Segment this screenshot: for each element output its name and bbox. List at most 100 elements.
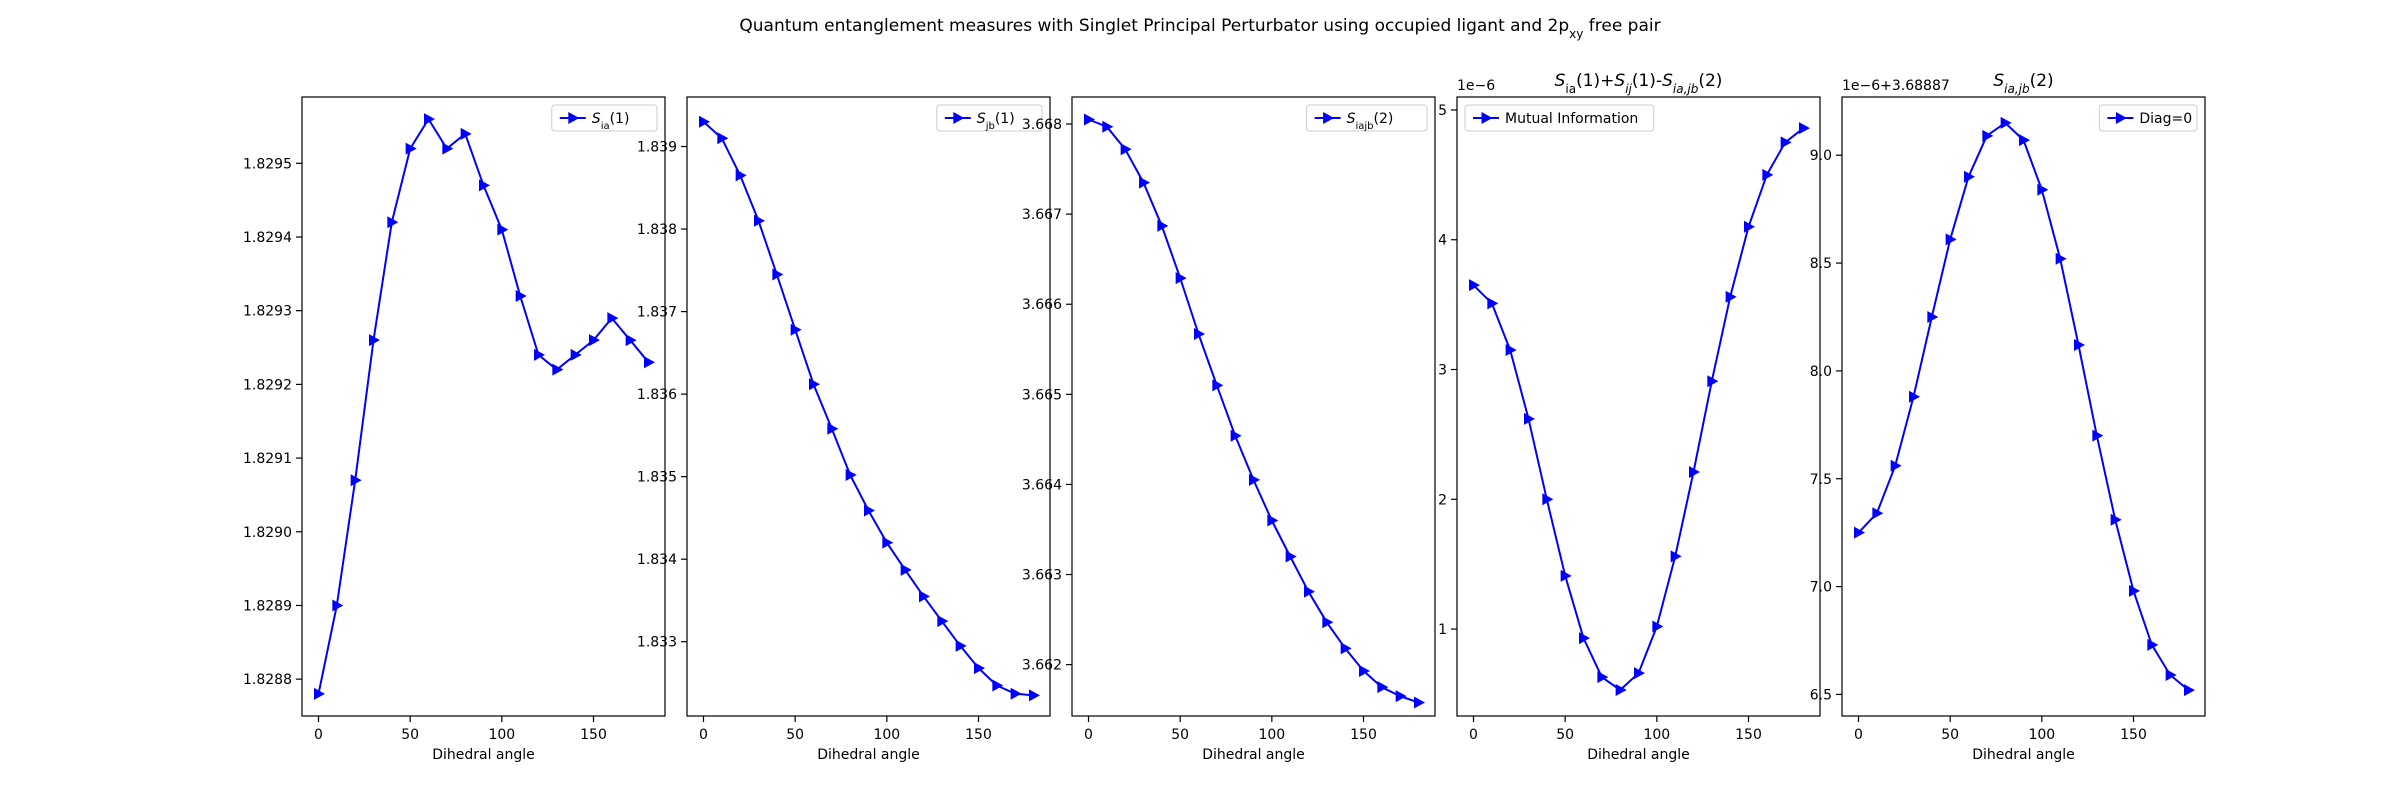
data-point: [552, 363, 564, 376]
data-point: [314, 687, 325, 700]
data-point: [2092, 429, 2104, 442]
subplot-4: 0 50 100 150 1 2 3 4 5 1e−6 Dihedral angle Sia(1)+S…: [1438, 71, 1821, 763]
x-tick-label: 0: [1854, 727, 1863, 743]
legend-marker: [2115, 112, 2127, 124]
data-point: [2110, 513, 2122, 526]
subplot-grid: 0 50 100 1501.82881.82891.82901.82911.82921…: [243, 71, 2206, 763]
data-point: [332, 599, 344, 612]
legend-label: Sia(1): [592, 111, 630, 132]
plot-area-frame: [301, 96, 666, 717]
data-point: [1799, 122, 1810, 135]
subplot-1: 0 50 100 150 1.8288 1.8289 1.8290 1.8291 1.8292 1…: [243, 96, 666, 763]
data-point: [790, 323, 802, 336]
data-point: [1854, 526, 1865, 539]
y-tick-label: 3.666: [1022, 297, 1062, 313]
data-point: [2019, 134, 2030, 147]
plot-area-frame: [1071, 96, 1436, 717]
data-point: [1414, 696, 1425, 709]
data-point: [1634, 667, 1645, 680]
data-point: [1909, 390, 1920, 403]
figure-title: Quantum entanglement measures with Singl…: [739, 16, 1660, 41]
y-tick-label: 3.663: [1022, 568, 1062, 584]
data-point: [1744, 220, 1755, 233]
data-point: [919, 590, 930, 603]
data-point: [1267, 514, 1279, 527]
data-point: [625, 334, 637, 347]
x-axis-label: Dihedral angle: [1972, 747, 2075, 763]
legend: Sjb(1): [936, 104, 1043, 132]
data-point: [1194, 327, 1205, 340]
data-point: [1945, 233, 1957, 246]
legend-marker: [953, 112, 965, 124]
data-point: [497, 223, 509, 236]
y-tick-label: 1.837: [637, 305, 677, 321]
x-tick-label: 50: [401, 727, 419, 743]
x-tick-label: 150: [965, 727, 992, 743]
subplot-2: 0 50 100 150 1.833 1.834 1.835 1.836 1.837 1.838 1…: [637, 96, 1051, 763]
data-point: [1615, 684, 1627, 697]
plot-area-frame: [1841, 96, 2206, 717]
y-tick-label: 3.664: [1022, 477, 1062, 493]
data-point: [827, 422, 839, 435]
y-tick-label: 5: [1438, 103, 1447, 119]
data-point: [1670, 550, 1682, 563]
data-point: [515, 289, 527, 302]
data-point: [405, 142, 417, 155]
subplot-title: Sia(1)+Sij(1)-Sia,jb(2): [1555, 71, 1723, 96]
data-point: [772, 268, 784, 281]
legend-frame: [551, 104, 658, 132]
y-tick-label: 3.668: [1022, 117, 1062, 133]
data-point: [864, 504, 875, 517]
legend-marker: [1481, 112, 1493, 124]
legend: Diag=0: [2098, 104, 2198, 132]
data-point: [534, 348, 545, 361]
x-tick-label: 0: [1469, 727, 1478, 743]
legend-marker: [568, 112, 580, 124]
data-point: [1652, 620, 1664, 633]
data-point: [479, 179, 490, 192]
y-tick-label: 9.0: [1810, 148, 1832, 164]
x-tick-label: 100: [488, 727, 515, 743]
data-point: [2129, 584, 2140, 597]
data-point: [1780, 136, 1792, 149]
x-tick-label: 50: [1556, 727, 1574, 743]
data-point: [937, 615, 949, 628]
data-point: [900, 563, 912, 576]
data-point: [1542, 493, 1554, 506]
y-tick-label: 7.0: [1810, 580, 1832, 596]
data-point: [2147, 638, 2159, 651]
data-point: [442, 142, 454, 155]
x-tick-label: 150: [1350, 727, 1377, 743]
y-tick-label: 1.8292: [243, 377, 292, 393]
y-tick-label: 8.5: [1810, 256, 1832, 272]
legend: Siajb(2): [1306, 104, 1428, 132]
data-point: [644, 356, 655, 369]
x-axis-label: Dihedral angle: [1202, 747, 1305, 763]
data-point: [809, 378, 820, 391]
data-point: [424, 113, 435, 126]
y-tick-label: 1.839: [637, 140, 677, 156]
y-tick-label: 3.662: [1022, 658, 1062, 674]
x-tick-label: 150: [580, 727, 607, 743]
data-point: [1010, 687, 1022, 700]
plot-area-frame: [686, 96, 1051, 717]
data-point: [699, 115, 710, 128]
plot-area-frame: [1456, 96, 1821, 717]
data-point: [1340, 642, 1352, 655]
subplot-title: Sia,jb(2): [1993, 71, 2053, 96]
y-tick-label: 1.8293: [243, 304, 292, 320]
legend: Sia(1): [551, 104, 658, 132]
subplot-3: 0 50 100 150 3.662 3.663 3.664 3.665 3.666 3.667 3…: [1022, 96, 1436, 763]
data-point: [1597, 671, 1609, 684]
x-tick-label: 50: [1941, 727, 1959, 743]
y-tick-label: 1.834: [637, 552, 677, 568]
x-tick-label: 150: [2120, 727, 2147, 743]
y-tick-label: 1.8288: [243, 672, 292, 688]
y-tick-label: 3.665: [1022, 387, 1062, 403]
data-point: [754, 214, 765, 227]
y-tick-label: 1.836: [637, 387, 677, 403]
data-point: [845, 469, 857, 482]
y-tick-label: 1.8291: [243, 451, 292, 467]
y-tick-label: 3.667: [1022, 207, 1062, 223]
data-point: [1982, 129, 1994, 142]
